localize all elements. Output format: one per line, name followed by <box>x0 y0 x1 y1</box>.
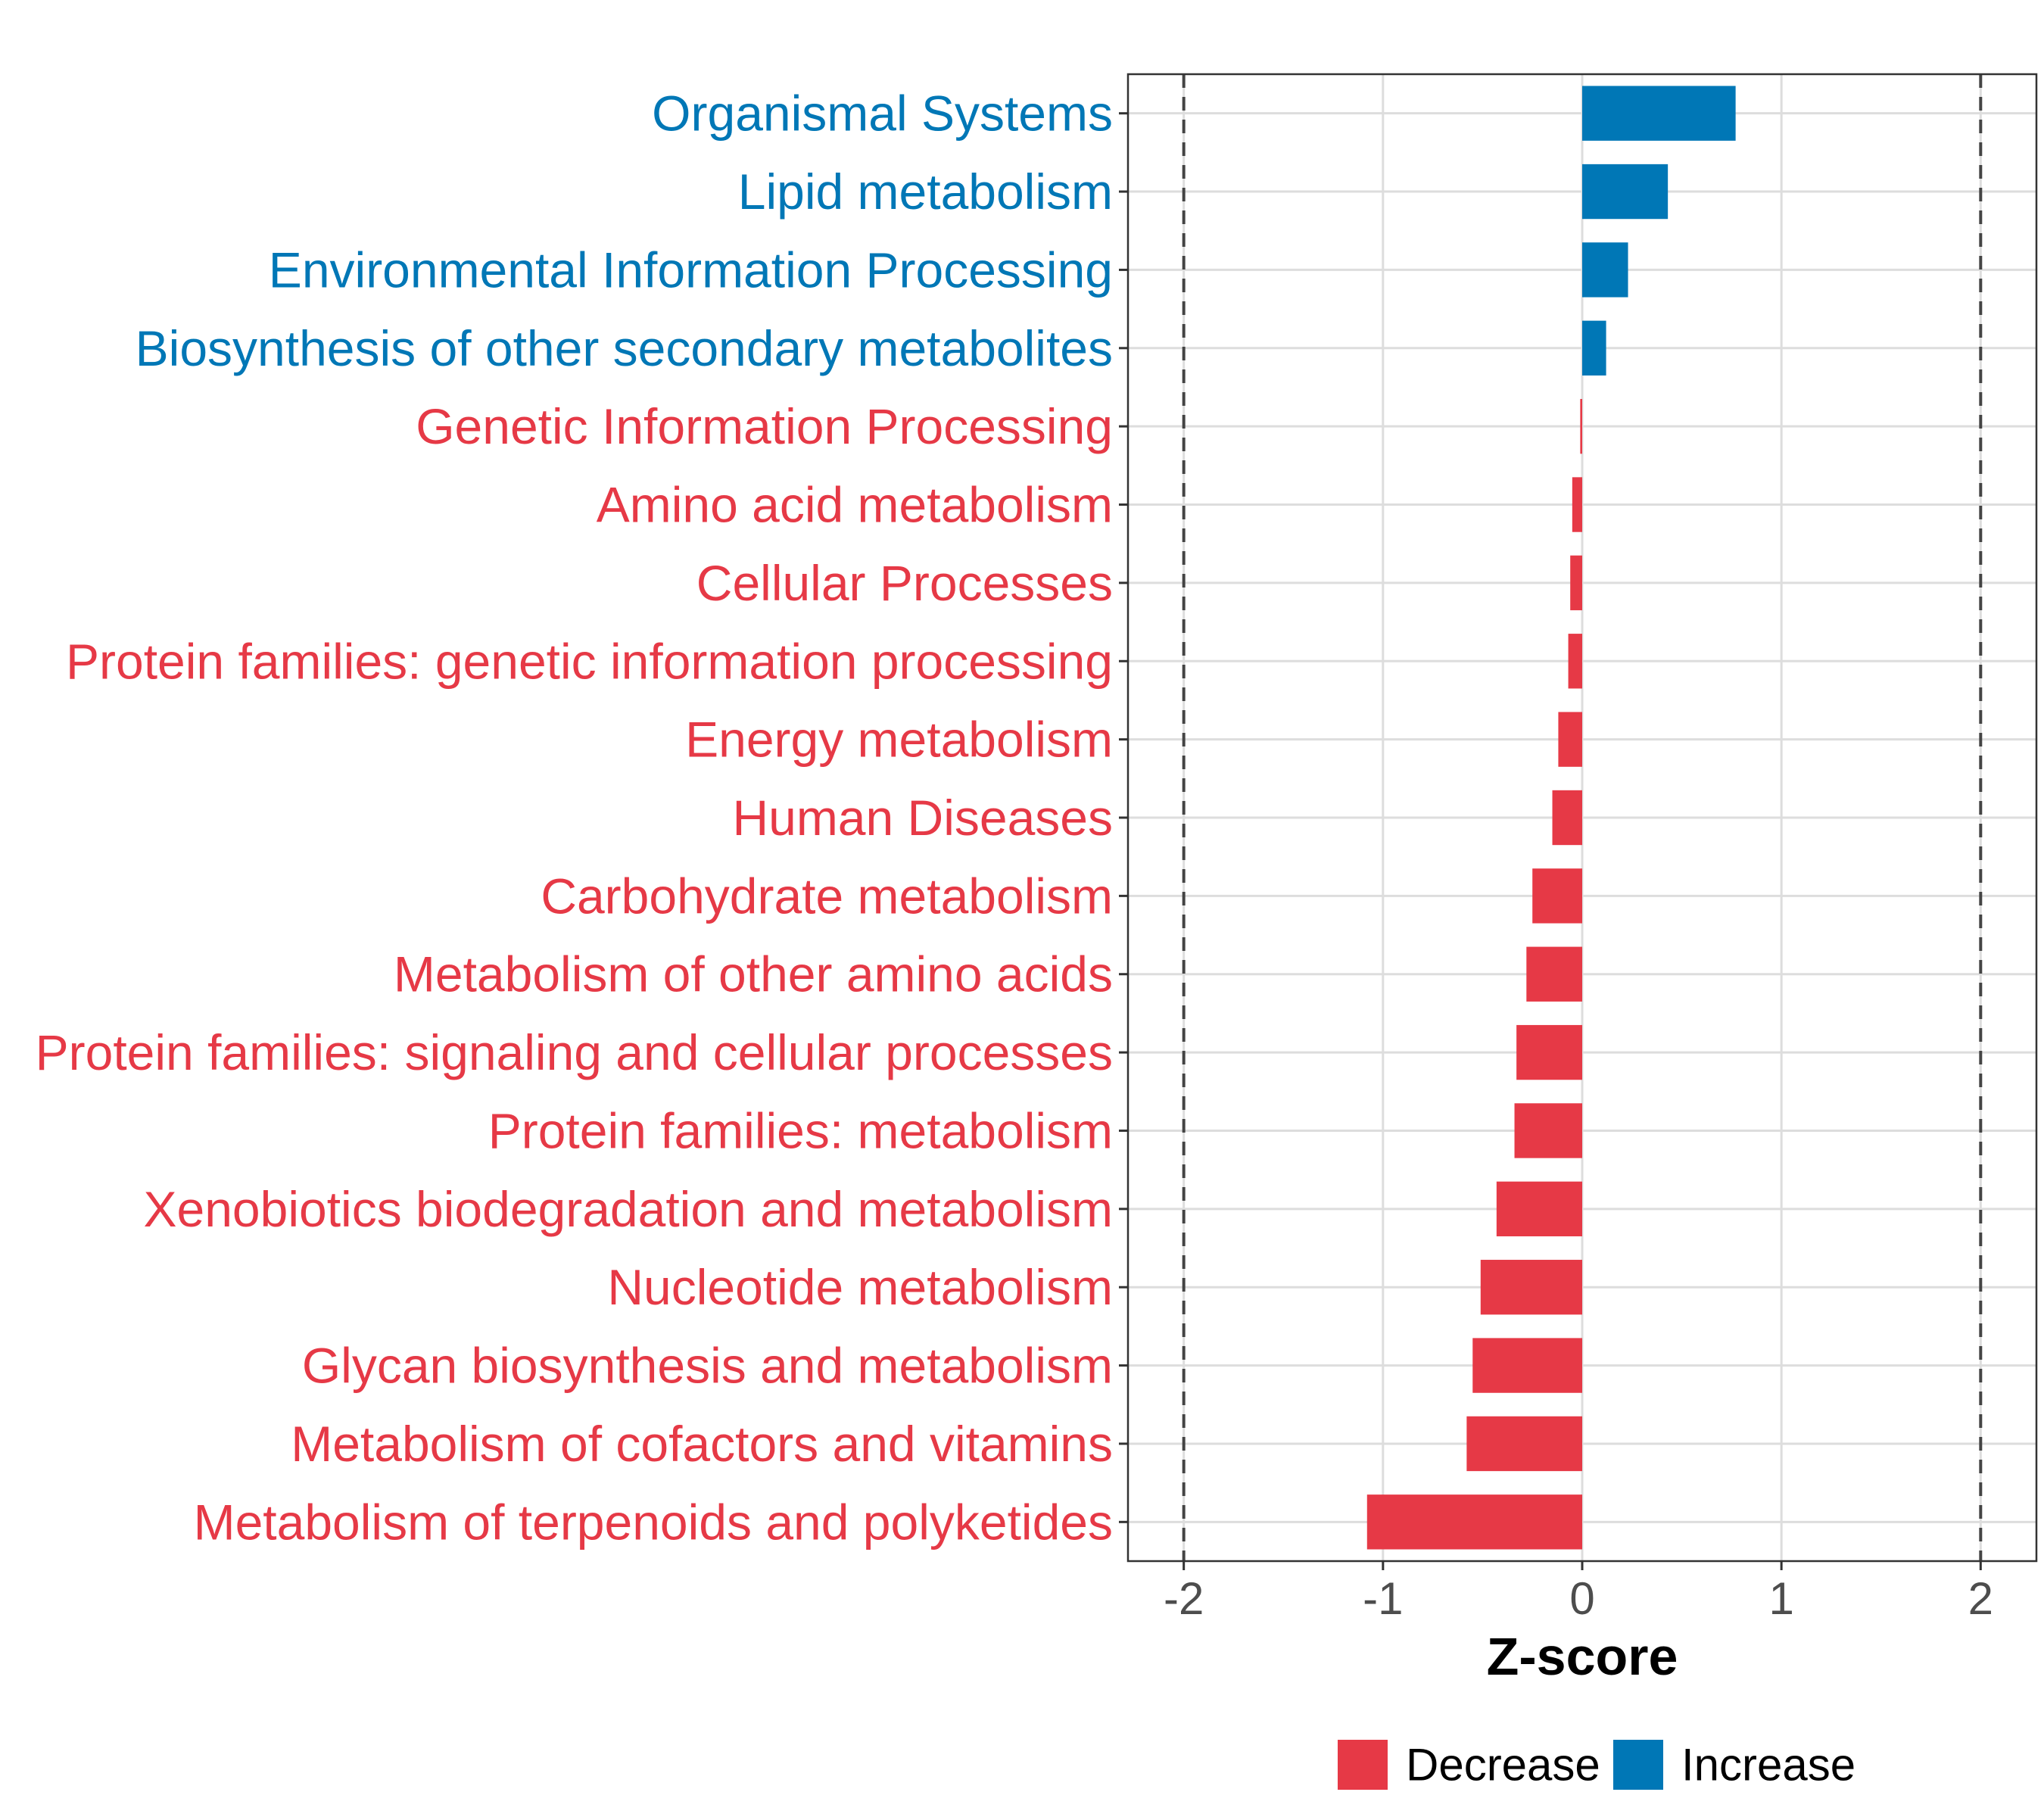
bar-layer <box>1366 86 1736 1550</box>
bar <box>1472 1338 1582 1393</box>
bar <box>1514 1103 1582 1158</box>
x-axis-title: Z-score <box>1487 1627 1678 1686</box>
category-label: Xenobiotics biodegradation and metabolis… <box>144 1181 1114 1237</box>
bar <box>1366 1494 1582 1550</box>
legend-key-increase <box>1613 1740 1663 1790</box>
category-label: Environmental Information Processing <box>269 242 1113 298</box>
category-label: Lipid metabolism <box>738 164 1113 220</box>
bar <box>1480 1260 1582 1315</box>
category-label: Metabolism of cofactors and vitamins <box>291 1416 1113 1472</box>
x-tick-label: -1 <box>1363 1573 1403 1624</box>
category-label: Energy metabolism <box>685 712 1113 768</box>
bar <box>1582 320 1606 376</box>
category-label: Metabolism of other amino acids <box>394 946 1113 1002</box>
bar <box>1582 242 1628 298</box>
y-axis-labels: Organismal Systems Lipid metabolism Enviro… <box>36 86 1113 1551</box>
bar <box>1570 555 1582 611</box>
category-label: Metabolism of terpenoids and polyketides <box>194 1494 1113 1550</box>
bar <box>1552 790 1582 846</box>
category-label: Protein families: metabolism <box>488 1102 1113 1158</box>
category-label: Cellular Processes <box>696 555 1113 611</box>
bar <box>1516 1024 1582 1080</box>
bar <box>1496 1181 1582 1237</box>
legend-label-increase: Increase <box>1681 1740 1855 1791</box>
bar <box>1466 1416 1582 1472</box>
y-axis-ticks <box>1119 112 1128 1523</box>
legend-label-decrease: Decrease <box>1406 1740 1600 1791</box>
category-label: Biosynthesis of other secondary metaboli… <box>136 320 1113 376</box>
category-label: Amino acid metabolism <box>597 477 1113 533</box>
bar <box>1580 398 1582 454</box>
bar <box>1532 868 1582 924</box>
category-label: Nucleotide metabolism <box>607 1259 1113 1315</box>
bar <box>1582 86 1736 141</box>
reference-lines <box>1182 74 1983 1561</box>
category-label: Protein families: signaling and cellular… <box>36 1024 1113 1080</box>
legend: Decrease Increase <box>1338 1740 1855 1791</box>
bar <box>1568 634 1582 689</box>
x-tick-label: 2 <box>1968 1573 1993 1624</box>
category-label: Organismal Systems <box>652 86 1113 142</box>
legend-key-decrease <box>1338 1740 1388 1790</box>
bar <box>1572 477 1582 532</box>
bar <box>1558 712 1582 767</box>
bar <box>1526 946 1582 1002</box>
x-axis-ticks: -2 -1 0 1 2 <box>1164 1561 1993 1624</box>
category-label: Protein families: genetic information pr… <box>66 633 1113 689</box>
category-label: Carbohydrate metabolism <box>541 868 1113 924</box>
x-tick-label: 1 <box>1768 1573 1793 1624</box>
category-label: Human Diseases <box>732 790 1113 846</box>
x-tick-label: -2 <box>1164 1573 1204 1624</box>
category-label: Glycan biosynthesis and metabolism <box>302 1338 1113 1394</box>
bar <box>1582 164 1669 220</box>
x-tick-label: 0 <box>1569 1573 1594 1624</box>
category-label: Genetic Information Processing <box>416 398 1113 454</box>
